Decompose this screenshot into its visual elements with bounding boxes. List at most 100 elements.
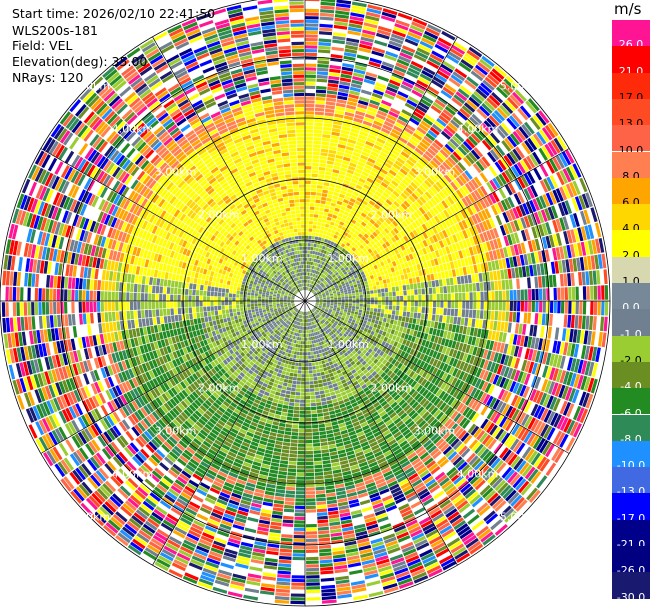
velocity-gate (284, 501, 295, 506)
velocity-gate (318, 233, 323, 238)
velocity-gate (290, 597, 305, 601)
velocity-gate (399, 269, 404, 275)
velocity-gate (401, 220, 408, 228)
velocity-gate (412, 17, 428, 27)
velocity-gate (327, 83, 339, 88)
velocity-gate (299, 414, 305, 418)
velocity-gate (364, 250, 370, 256)
velocity-gate (323, 302, 327, 304)
velocity-gate (362, 247, 367, 253)
velocity-gate (318, 38, 332, 43)
velocity-gate (312, 269, 315, 274)
velocity-gate (312, 162, 319, 167)
velocity-gate (298, 362, 302, 367)
velocity-gate (313, 140, 322, 145)
velocity-gate (454, 132, 465, 143)
velocity-gate (331, 172, 339, 178)
velocity-gate (314, 126, 323, 130)
velocity-gate (495, 290, 499, 301)
velocity-gate (330, 241, 335, 246)
velocity-gate (461, 105, 473, 116)
velocity-gate (305, 217, 309, 221)
velocity-gate (314, 122, 323, 127)
velocity-gate (319, 431, 327, 436)
velocity-gate (391, 310, 396, 315)
velocity-gate (417, 306, 422, 313)
velocity-gate (552, 274, 557, 287)
velocity-gate (333, 24, 348, 30)
velocity-gate (376, 78, 388, 86)
velocity-gate (378, 184, 386, 192)
velocity-gate (272, 507, 284, 512)
velocity-gate (327, 248, 332, 252)
velocity-gate (310, 280, 313, 284)
velocity-gate (375, 281, 380, 286)
velocity-gate (480, 291, 484, 301)
velocity-gate (307, 287, 309, 291)
velocity-gate (383, 145, 392, 152)
velocity-gate (329, 221, 335, 226)
velocity-gate (294, 520, 305, 524)
velocity-gate (575, 301, 579, 315)
velocity-gate (315, 289, 319, 292)
velocity-gate (325, 278, 329, 282)
velocity-gate (371, 225, 377, 231)
velocity-gate (422, 34, 437, 43)
velocity-gate (315, 490, 326, 495)
velocity-gate (414, 147, 424, 156)
velocity-gate (305, 498, 316, 502)
velocity-gate (418, 184, 427, 193)
velocity-gate (468, 46, 483, 58)
velocity-gate (476, 108, 488, 120)
velocity-gate (407, 301, 411, 307)
velocity-gate (534, 276, 539, 288)
velocity-gate (408, 156, 417, 164)
velocity-gate (318, 534, 330, 538)
velocity-gate (384, 234, 391, 241)
velocity-gate (359, 291, 363, 295)
velocity-gate (417, 159, 427, 168)
velocity-gate (369, 209, 376, 216)
velocity-gate (325, 263, 329, 268)
velocity-gate (301, 330, 304, 334)
velocity-gate (312, 439, 320, 443)
velocity-gate (378, 276, 383, 281)
velocity-gate (368, 228, 375, 234)
velocity-gate (309, 221, 313, 225)
velocity-gate (413, 201, 421, 209)
velocity-gate (307, 254, 310, 258)
velocity-gate (532, 114, 544, 128)
velocity-gate (361, 151, 370, 157)
velocity-gate (283, 438, 291, 443)
velocity-gate (333, 234, 338, 239)
velocity-gate (348, 296, 352, 299)
velocity-gate (305, 458, 314, 462)
velocity-gate (483, 281, 488, 291)
velocity-gate (313, 286, 317, 290)
velocity-gate (405, 317, 410, 323)
velocity-gate (270, 525, 282, 530)
velocity-gate (344, 294, 349, 297)
velocity-gate (305, 243, 308, 247)
velocity-gate (529, 324, 534, 336)
velocity-gate (599, 269, 605, 285)
velocity-gate (305, 155, 312, 159)
velocity-gate (354, 311, 359, 315)
velocity-gate (359, 96, 370, 103)
velocity-gate (351, 257, 356, 262)
velocity-gate (451, 301, 455, 309)
velocity-gate (332, 371, 338, 376)
velocity-gate (443, 293, 448, 301)
velocity-gate (298, 366, 302, 370)
velocity-gate (350, 128, 360, 134)
velocity-gate (399, 112, 411, 120)
velocity-gate (506, 117, 518, 130)
velocity-gate (344, 195, 351, 201)
velocity-gate (352, 151, 361, 158)
velocity-gate (300, 396, 305, 400)
velocity-gate (443, 308, 447, 316)
velocity-gate (414, 83, 427, 92)
velocity-gate (332, 214, 338, 219)
velocity-gate (364, 180, 372, 187)
velocity-gate (320, 397, 327, 402)
